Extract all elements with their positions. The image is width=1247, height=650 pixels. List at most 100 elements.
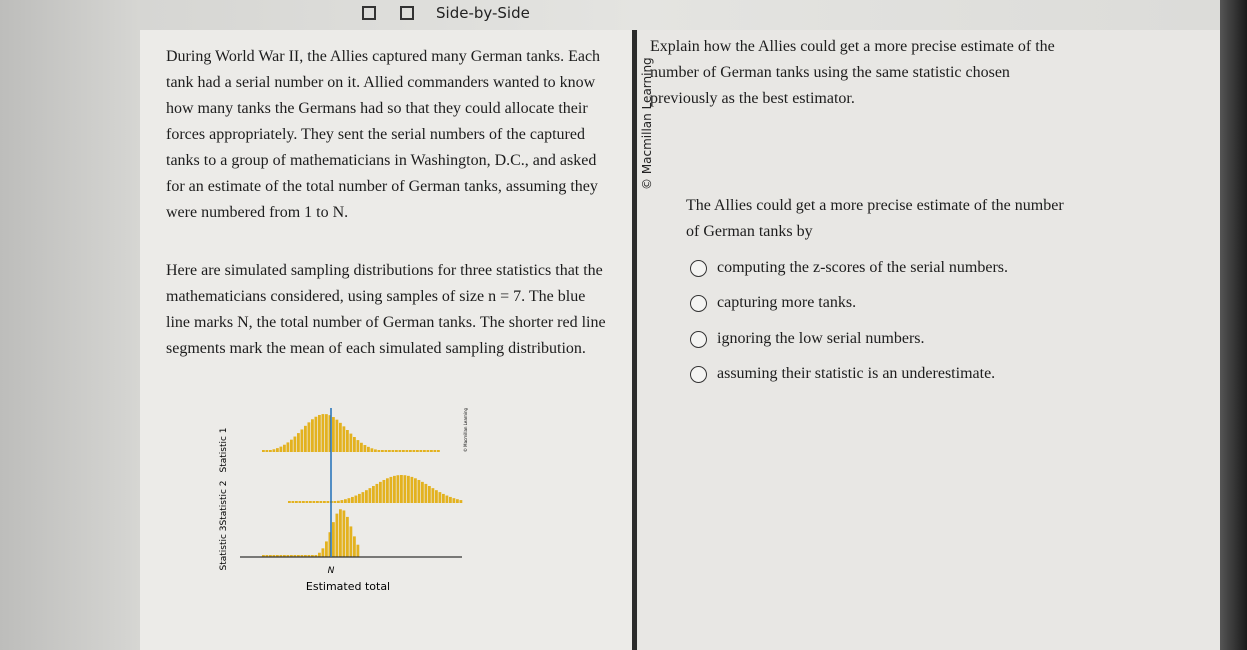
histogram-bar: [424, 483, 428, 503]
histogram-bar: [300, 429, 304, 452]
histogram-bar: [342, 426, 346, 452]
histogram-bar: [381, 450, 384, 452]
histogram-bar: [297, 555, 300, 557]
histogram-bar: [426, 450, 430, 452]
radio[interactable]: [690, 365, 707, 383]
histogram-bar: [290, 439, 293, 452]
histogram-bar: [435, 490, 438, 503]
histogram-bar: [325, 414, 328, 452]
layout-icon[interactable]: [362, 6, 376, 20]
histogram-bar: [321, 414, 325, 452]
histogram-bar: [276, 448, 279, 452]
histogram-bar: [269, 555, 272, 557]
histogram-bar: [318, 552, 321, 557]
option[interactable]: ignoring the low serial numbers.: [690, 330, 925, 348]
paragraph: Here are simulated sampling distribution…: [166, 262, 606, 357]
histogram-bar: [372, 486, 375, 503]
histogram-bar: [347, 498, 351, 503]
histogram-bar: [456, 499, 459, 503]
figure: Statistic 1 Statistic 2 Statistic 3 N Es…: [219, 407, 468, 593]
row-label: Statistic 2: [219, 480, 229, 525]
histogram-bar: [346, 516, 349, 557]
histogram-bar: [325, 541, 328, 557]
histogram-bar: [382, 479, 386, 503]
histogram-bar: [396, 475, 400, 503]
histogram-bar: [409, 450, 412, 452]
histogram-bar: [405, 450, 409, 452]
histogram-bar: [349, 433, 353, 452]
histogram-bar: [279, 446, 283, 452]
histogram-bar: [349, 526, 353, 557]
histogram-bar: [342, 510, 346, 557]
histogram-bar: [279, 555, 283, 557]
histogram-bar: [423, 450, 426, 452]
histogram-bar: [361, 492, 365, 503]
histogram-bar: [340, 500, 344, 503]
histogram-bar: [286, 555, 290, 557]
histogram-bar: [344, 499, 347, 503]
histogram-bar: [400, 475, 403, 503]
option[interactable]: computing the z-scores of the serial num…: [690, 259, 1008, 277]
histogram-bar: [438, 492, 442, 503]
histogram-bar: [351, 496, 354, 503]
n-label: N: [328, 566, 335, 576]
histogram-bar: [265, 555, 269, 557]
layout-icon[interactable]: [400, 6, 414, 20]
radio[interactable]: [690, 259, 707, 277]
row-label: Statistic 3: [219, 525, 229, 570]
histogram-bar: [276, 555, 279, 557]
histogram-bar: [323, 501, 326, 503]
histogram-bar: [335, 419, 339, 452]
histogram-bar: [332, 522, 335, 557]
histogram-bar: [297, 433, 300, 452]
histogram-bar: [291, 501, 295, 503]
histogram-bar: [311, 555, 314, 557]
x-axis-label: Estimated total: [306, 580, 390, 593]
histogram-bar: [386, 478, 389, 503]
radio[interactable]: [690, 294, 707, 312]
histogram-bar: [286, 442, 290, 452]
histogram-bar: [395, 450, 398, 452]
histogram-bar: [353, 437, 356, 452]
histogram-bar: [307, 422, 311, 452]
histogram-bar: [312, 501, 316, 503]
radio[interactable]: [690, 330, 707, 348]
histogram-bar: [398, 450, 402, 452]
option-text: assuming their statistic is an underesti…: [717, 365, 996, 382]
histogram-bar: [374, 449, 377, 452]
histogram-bar: [321, 548, 325, 557]
histogram-bar: [433, 450, 437, 452]
histogram-bar: [328, 415, 332, 452]
histogram-bar: [311, 419, 314, 452]
option-text: ignoring the low serial numbers.: [717, 330, 925, 347]
option[interactable]: assuming their statistic is an underesti…: [690, 365, 995, 383]
screen-edge: [1220, 0, 1247, 650]
histogram-bar: [452, 498, 456, 503]
histogram-bar: [326, 501, 330, 503]
histogram-bar: [419, 450, 423, 452]
histogram-bar: [442, 493, 445, 503]
histogram-bar: [283, 555, 286, 557]
histogram-bar: [272, 449, 276, 452]
histogram-bar: [365, 490, 368, 503]
histogram-bar: [353, 536, 356, 557]
histogram-bar: [298, 501, 302, 503]
histogram-bar: [319, 501, 323, 503]
histogram-bar: [307, 555, 311, 557]
histogram-bar: [318, 414, 321, 452]
histogram-bar: [335, 513, 339, 557]
histogram-bar: [295, 501, 298, 503]
histogram-bar: [430, 450, 433, 452]
histogram-bar: [414, 478, 417, 503]
histogram-bar: [421, 481, 424, 503]
histogram-bar: [459, 500, 463, 503]
histogram-bar: [305, 501, 309, 503]
histogram-bar: [288, 501, 291, 503]
histogram-bar: [437, 450, 440, 452]
histogram-bar: [333, 501, 337, 503]
histogram-bar: [431, 488, 435, 503]
histogram-bar: [304, 425, 307, 452]
option[interactable]: capturing more tanks.: [690, 294, 856, 312]
histogram-bar: [356, 544, 360, 557]
histogram-bar: [346, 429, 349, 452]
